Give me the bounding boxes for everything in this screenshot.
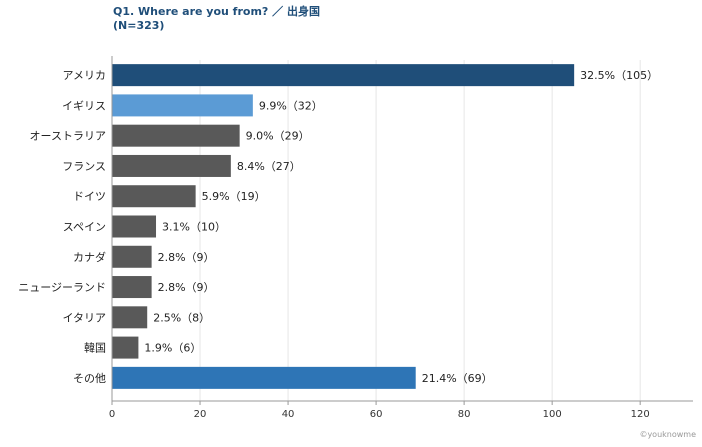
data-label-1: 9.9%（32） <box>259 99 323 112</box>
data-label-5: 3.1%（10） <box>162 221 226 234</box>
x-tick-label-6: 120 <box>631 409 650 420</box>
category-label-8: イタリア <box>62 311 106 324</box>
x-tick-label-5: 100 <box>543 409 562 420</box>
bar-7 <box>112 276 152 299</box>
bar-9 <box>112 336 139 359</box>
bar-3 <box>112 154 231 177</box>
bar-4 <box>112 185 196 208</box>
data-label-0: 32.5%（105） <box>580 69 658 82</box>
category-label-10: その他 <box>73 372 106 385</box>
data-label-9: 1.9%（6） <box>144 342 201 355</box>
bar-5 <box>112 215 157 238</box>
category-label-0: アメリカ <box>63 69 106 82</box>
data-label-7: 2.8%（9） <box>158 281 215 294</box>
bar-8 <box>112 306 148 329</box>
x-tick-label-1: 20 <box>194 409 207 420</box>
category-label-6: カナダ <box>73 250 106 264</box>
x-tick-label-3: 60 <box>370 409 383 420</box>
x-tick-label-0: 0 <box>109 409 115 420</box>
x-tick-label-4: 80 <box>458 409 471 420</box>
category-label-3: フランス <box>62 160 106 173</box>
data-label-6: 2.8%（9） <box>158 251 215 264</box>
category-label-2: オーストラリア <box>30 130 106 143</box>
x-tick-label-2: 40 <box>282 409 295 420</box>
chart-subtitle: (N=323) <box>113 19 165 32</box>
data-label-8: 2.5%（8） <box>153 311 210 324</box>
category-label-7: ニュージーランド <box>18 281 106 294</box>
bar-6 <box>112 245 152 268</box>
bar-2 <box>112 124 240 147</box>
category-label-4: ドイツ <box>73 190 106 203</box>
category-label-9: 韓国 <box>84 342 106 355</box>
data-label-3: 8.4%（27） <box>237 160 301 173</box>
chart-title-block: Q1. Where are you from? ／ 出身国 (N=323) <box>113 5 320 33</box>
category-label-5: スペイン <box>63 221 106 234</box>
bar-10 <box>112 366 416 389</box>
chart-title: Q1. Where are you from? ／ 出身国 <box>113 5 320 18</box>
bar-1 <box>112 94 253 117</box>
data-label-10: 21.4%（69） <box>422 372 493 385</box>
bar-0 <box>112 64 575 87</box>
data-label-2: 9.0%（29） <box>246 130 310 143</box>
category-label-1: イギリス <box>62 99 106 112</box>
credit-text: ©youknowme <box>639 430 696 439</box>
data-label-4: 5.9%（19） <box>202 190 266 203</box>
